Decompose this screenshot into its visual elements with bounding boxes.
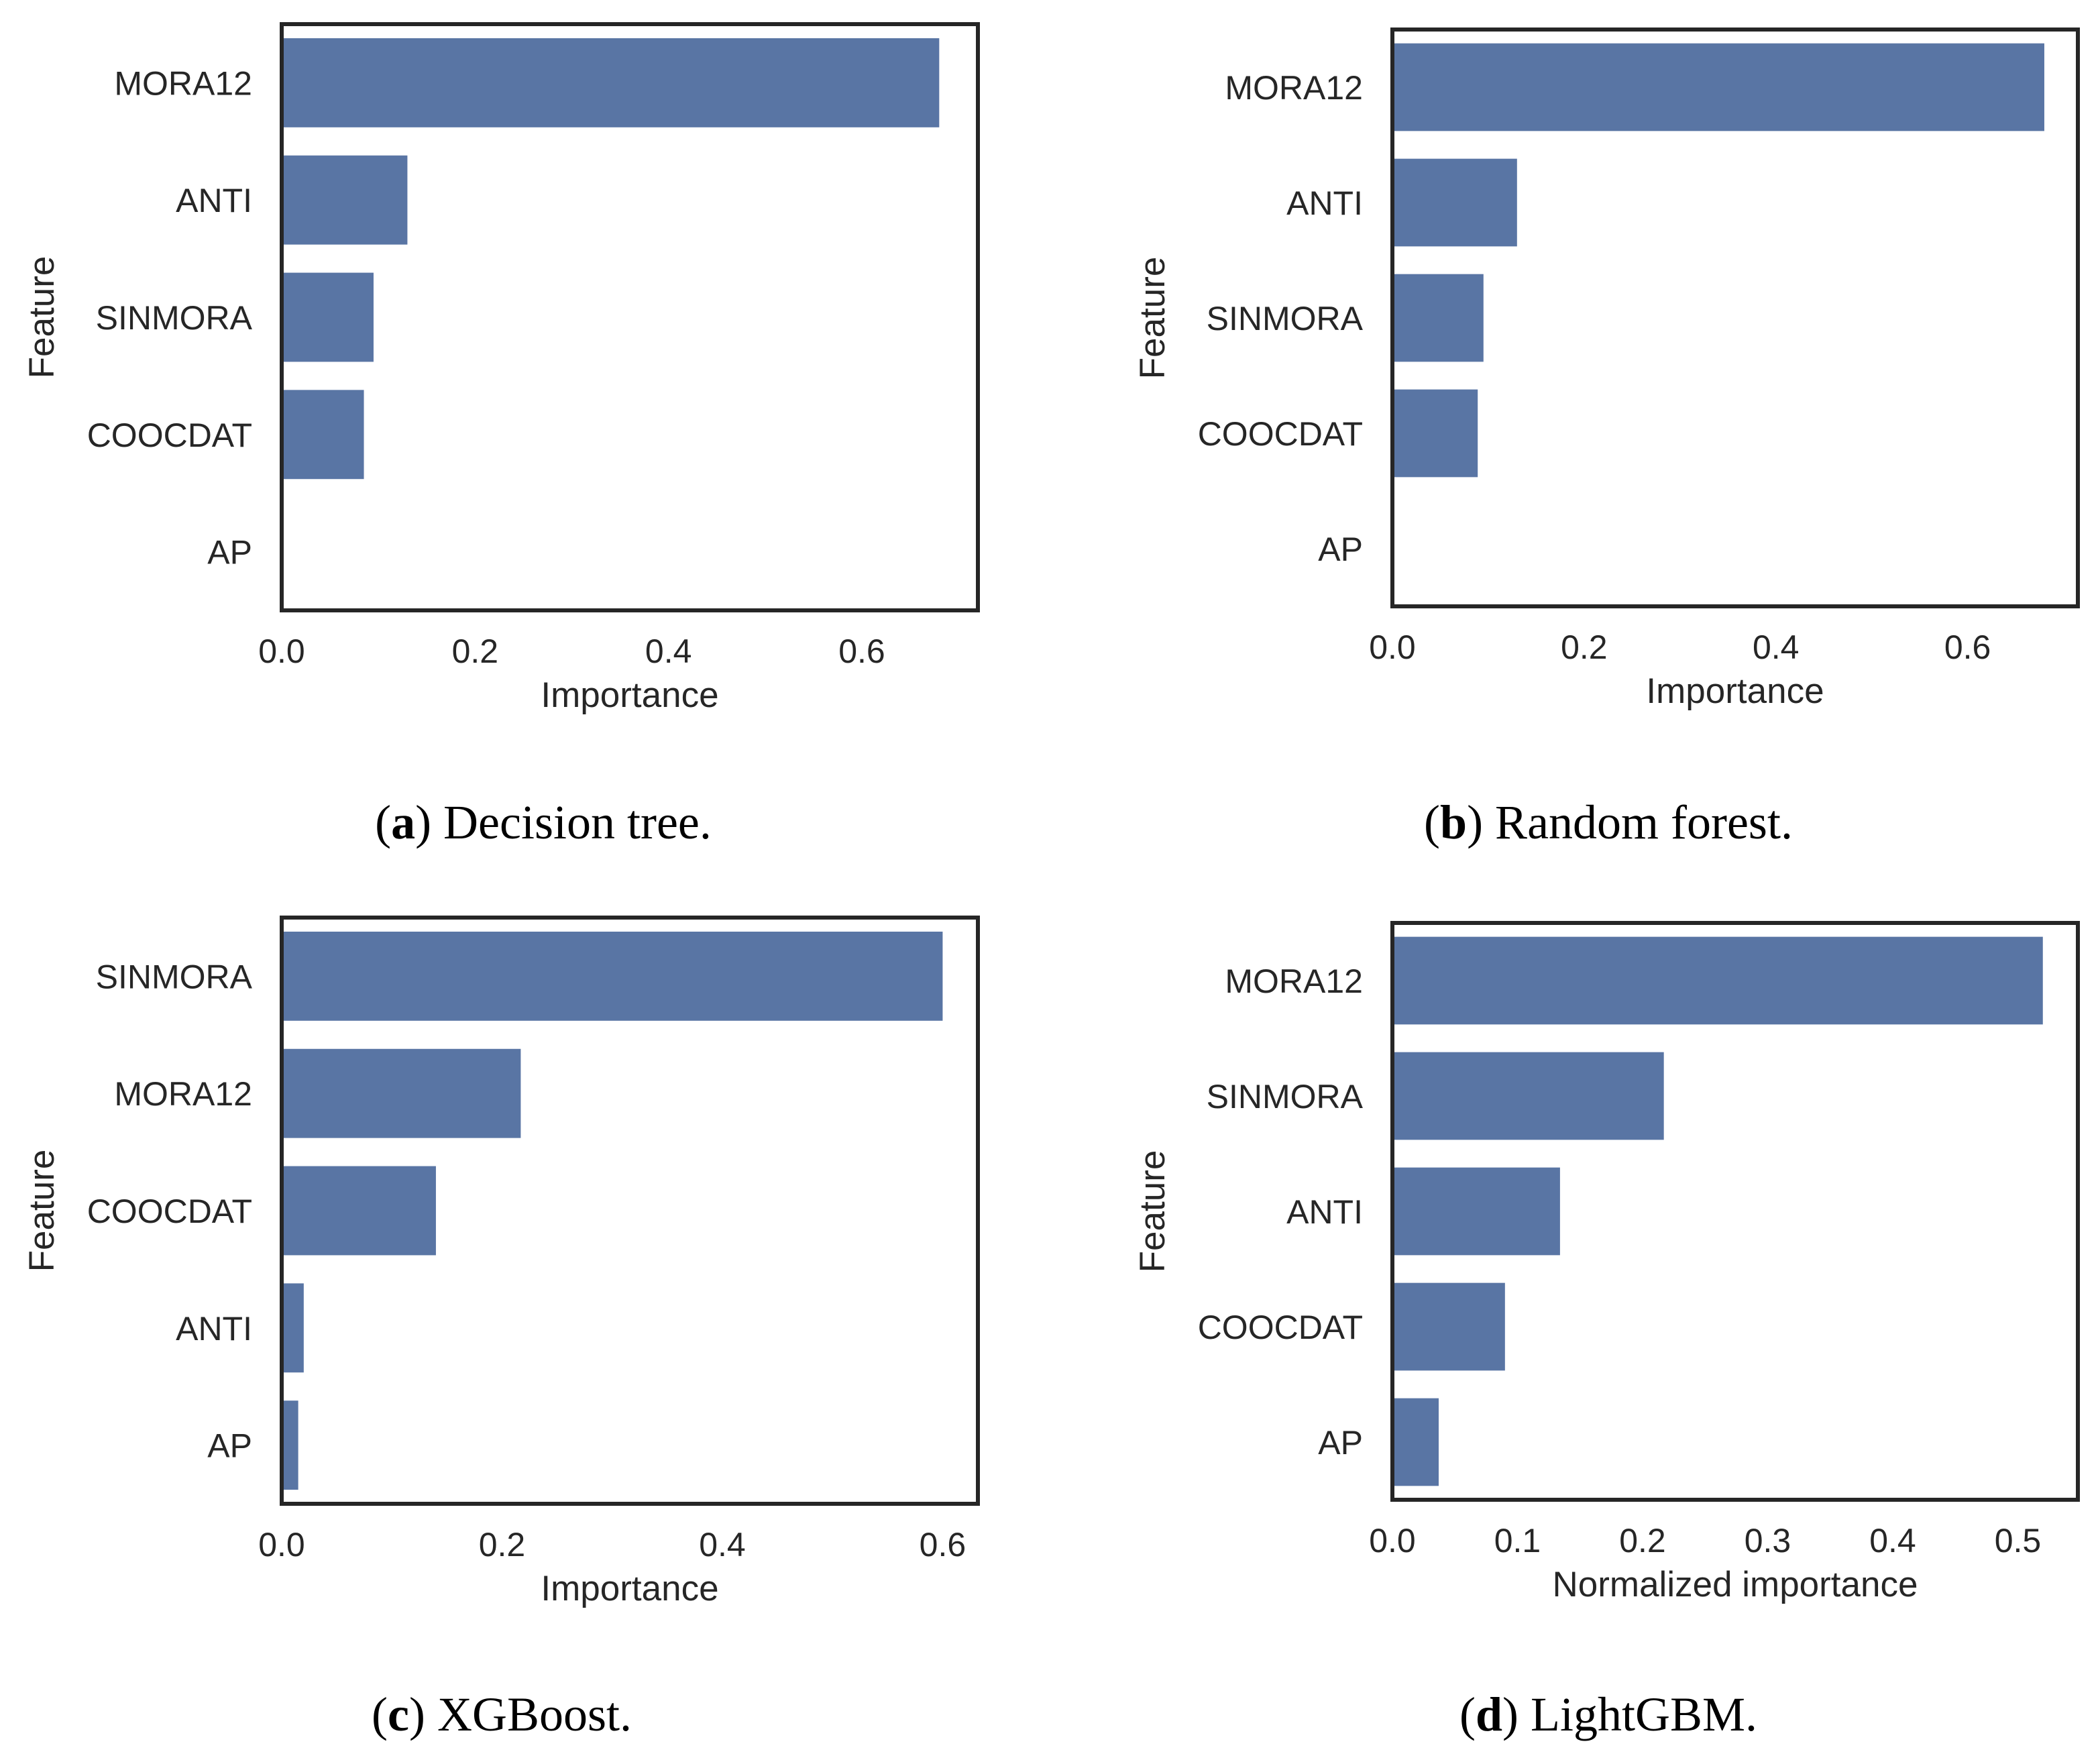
y-tick-label: COOCDAT bbox=[87, 417, 252, 454]
x-tick-label: 0.0 bbox=[258, 633, 305, 670]
panel-caption: (a) Decision tree. bbox=[375, 795, 712, 849]
y-tick-label: AP bbox=[1318, 531, 1363, 568]
bar-mora12 bbox=[1392, 43, 2044, 131]
x-tick-label: 0.3 bbox=[1745, 1522, 1791, 1559]
bar-mora12 bbox=[282, 1048, 521, 1138]
x-tick-label: 0.0 bbox=[1369, 1522, 1416, 1559]
y-tick-label: ANTI bbox=[176, 182, 252, 219]
caption-letter: d bbox=[1476, 1688, 1502, 1741]
bar-anti bbox=[1392, 1167, 1560, 1256]
bar-coocdat bbox=[282, 1166, 436, 1256]
chart-panel-1: MORA12 ANTI SINMORA COOCDAT AP 0.0 0.2 0.4 0.6 Im… bbox=[22, 22, 980, 849]
plot-frame bbox=[280, 22, 980, 612]
caption-letter: b bbox=[1440, 795, 1467, 849]
y-tick-label: SINMORA bbox=[1207, 1078, 1364, 1115]
bar-coocdat bbox=[1392, 389, 1478, 478]
caption-text: ) XGBoost. bbox=[409, 1688, 632, 1741]
y-tick-label: ANTI bbox=[1286, 184, 1363, 222]
panel-caption: (b) Random forest. bbox=[1424, 795, 1793, 849]
x-tick-label: 0.4 bbox=[645, 633, 692, 670]
bar-coocdat bbox=[282, 390, 364, 480]
x-axis-label: Importance bbox=[541, 1569, 718, 1608]
y-tick-label: MORA12 bbox=[1225, 963, 1363, 1000]
x-tick-label: 0.1 bbox=[1494, 1522, 1541, 1559]
panel-caption: (d) LightGBM. bbox=[1459, 1688, 1757, 1741]
y-tick-label: SINMORA bbox=[96, 958, 253, 995]
bar-mora12 bbox=[282, 38, 940, 127]
y-tick-label: MORA12 bbox=[114, 1075, 252, 1113]
y-axis-label: Feature bbox=[1133, 1150, 1172, 1273]
plot-frame bbox=[280, 916, 980, 1506]
panel-caption: (c) XGBoost. bbox=[372, 1688, 632, 1741]
y-tick-label: COOCDAT bbox=[87, 1193, 252, 1230]
x-tick-label: 0.4 bbox=[699, 1526, 746, 1563]
bar-ap bbox=[1392, 1398, 1439, 1486]
plot-frame bbox=[1390, 921, 2080, 1502]
chart-panel-3: SINMORA MORA12 COOCDAT ANTI AP 0.0 0.2 0.4 0.6 Im… bbox=[22, 916, 980, 1741]
y-tick-label: MORA12 bbox=[1225, 69, 1363, 107]
bar-anti bbox=[282, 155, 408, 245]
y-tick-label: AP bbox=[207, 534, 252, 571]
chart-panel-4: MORA12 SINMORA ANTI COOCDAT AP 0.0 0.1 0.2 0.3 0.… bbox=[1133, 921, 2080, 1741]
x-tick-label: 0.0 bbox=[258, 1526, 305, 1563]
bar-mora12 bbox=[1392, 936, 2043, 1025]
x-tick-label: 0.2 bbox=[452, 633, 499, 670]
caption-letter: c bbox=[388, 1688, 409, 1741]
x-tick-label: 0.6 bbox=[920, 1526, 966, 1563]
x-tick-label: 0.2 bbox=[1561, 628, 1608, 666]
caption-text: ) Decision tree. bbox=[415, 795, 712, 849]
bar-sinmora bbox=[282, 272, 374, 362]
x-tick-label: 0.0 bbox=[1369, 628, 1416, 666]
y-tick-label: SINMORA bbox=[1207, 300, 1364, 337]
x-tick-label: 0.2 bbox=[1619, 1522, 1666, 1559]
x-axis-label: Importance bbox=[1646, 671, 1824, 711]
bar-ap bbox=[282, 1400, 298, 1490]
y-tick-label: SINMORA bbox=[96, 299, 253, 337]
caption-open: ( bbox=[1424, 795, 1440, 849]
plot-frame bbox=[1390, 28, 2080, 608]
y-tick-label: AP bbox=[1318, 1424, 1363, 1462]
x-tick-label: 0.2 bbox=[479, 1526, 526, 1563]
caption-open: ( bbox=[372, 1688, 388, 1741]
bar-sinmora bbox=[1392, 274, 1484, 362]
bar-anti bbox=[282, 1283, 304, 1373]
y-axis-label: Feature bbox=[1133, 257, 1172, 380]
caption-text: ) LightGBM. bbox=[1502, 1688, 1757, 1741]
caption-text: ) Random forest. bbox=[1467, 795, 1793, 849]
bar-coocdat bbox=[1392, 1282, 1505, 1371]
y-axis-label: Feature bbox=[22, 1150, 62, 1272]
y-tick-label: ANTI bbox=[1286, 1193, 1363, 1231]
x-tick-label: 0.4 bbox=[1869, 1522, 1916, 1559]
y-axis-label: Feature bbox=[22, 256, 62, 379]
y-tick-label: MORA12 bbox=[114, 64, 252, 102]
y-tick-label: ANTI bbox=[176, 1310, 252, 1348]
x-axis-label: Normalized importance bbox=[1553, 1565, 1918, 1604]
caption-open: ( bbox=[375, 795, 391, 849]
bar-sinmora bbox=[1392, 1052, 1664, 1140]
x-tick-label: 0.4 bbox=[1753, 628, 1800, 666]
x-tick-label: 0.5 bbox=[1995, 1522, 2042, 1559]
y-tick-label: COOCDAT bbox=[1198, 1309, 1363, 1346]
x-axis-label: Importance bbox=[541, 675, 718, 715]
y-tick-label: COOCDAT bbox=[1198, 415, 1363, 453]
x-tick-label: 0.6 bbox=[1944, 628, 1991, 666]
chart-panel-2: MORA12 ANTI SINMORA COOCDAT AP 0.0 0.2 0.4 0.6 Im… bbox=[1133, 28, 2080, 849]
y-tick-label: AP bbox=[207, 1427, 252, 1465]
bar-anti bbox=[1392, 158, 1517, 247]
caption-letter: a bbox=[391, 795, 415, 849]
x-tick-label: 0.6 bbox=[838, 633, 885, 670]
bar-sinmora bbox=[282, 931, 943, 1021]
caption-open: ( bbox=[1459, 1688, 1476, 1741]
